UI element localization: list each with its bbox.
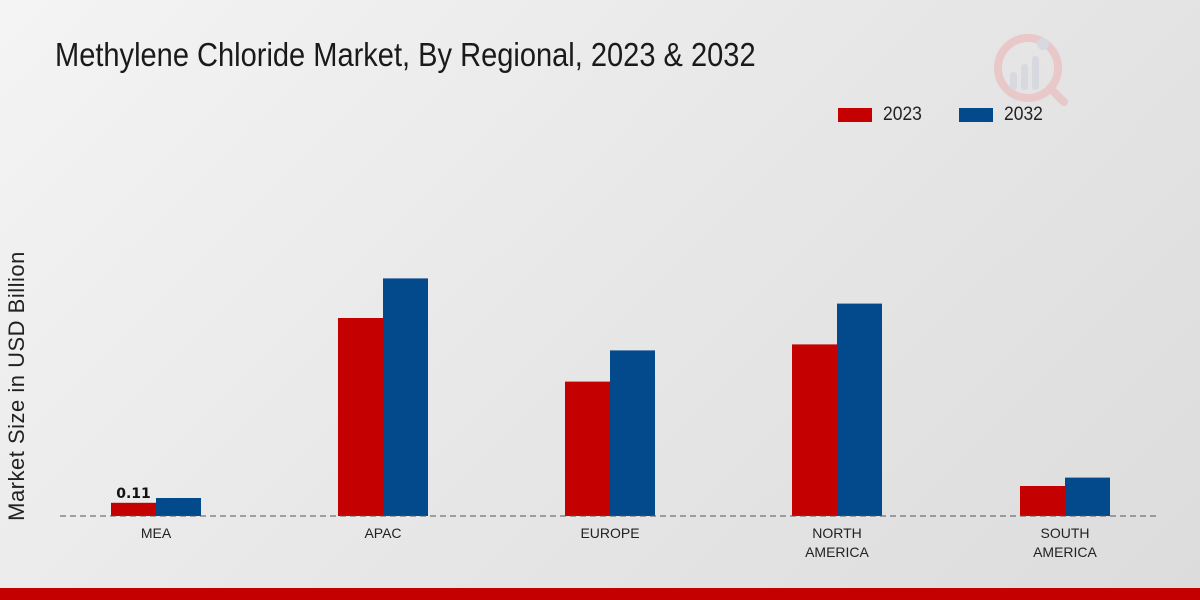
legend-swatch-2023 bbox=[838, 108, 872, 122]
bar-2032-apac bbox=[383, 278, 428, 516]
chart-legend: 2023 2032 bbox=[838, 104, 1081, 126]
x-tick-label-apac: APAC bbox=[364, 525, 401, 541]
bar-2023-south-america bbox=[1020, 486, 1065, 516]
bar-2032-north-america bbox=[837, 303, 882, 516]
x-tick-label-europe: EUROPE bbox=[580, 525, 639, 541]
bar-2023-apac bbox=[338, 318, 383, 516]
data-label: 0.11 bbox=[116, 486, 151, 502]
legend-label-2023: 2023 bbox=[883, 104, 922, 125]
legend-item-2023: 2023 bbox=[838, 104, 925, 126]
legend-label-2032: 2032 bbox=[1004, 104, 1044, 125]
bar-2032-mea bbox=[156, 498, 201, 516]
bar-2023-north-america bbox=[792, 344, 837, 516]
chart-title: Methylene Chloride Market, By Regional, … bbox=[55, 36, 756, 73]
x-tick-label-south-america: SOUTH AMERICA bbox=[1033, 525, 1097, 560]
watermark-logo-icon bbox=[994, 34, 1068, 106]
bar-2023-europe bbox=[565, 381, 610, 516]
bar-2032-south-america bbox=[1065, 477, 1110, 516]
legend-swatch-2032 bbox=[959, 108, 994, 122]
x-tick-label-north-america: NORTH AMERICA bbox=[805, 525, 869, 560]
x-tick-label-mea: MEA bbox=[141, 525, 172, 541]
bottom-accent-bar bbox=[0, 588, 1200, 600]
legend-item-2032: 2032 bbox=[959, 104, 1046, 126]
bar-2032-europe bbox=[610, 350, 655, 516]
bar-2023-mea bbox=[111, 502, 156, 516]
